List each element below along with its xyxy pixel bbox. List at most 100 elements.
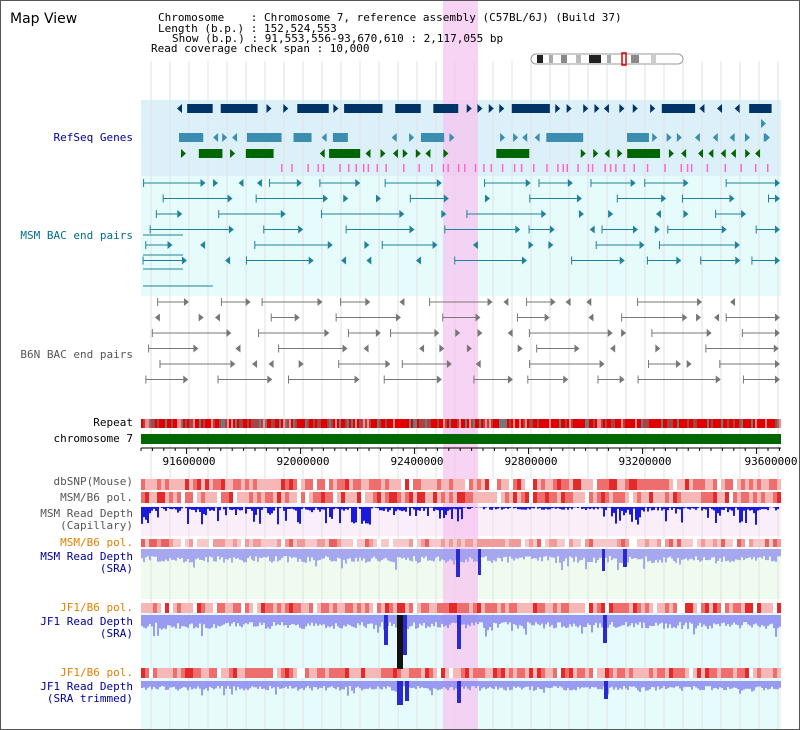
depth-bar [155,549,157,557]
depth-bar [615,681,617,688]
depth-bar [191,507,193,510]
heat-cell [341,668,345,678]
heat-cell [393,603,397,613]
depth-bar [171,681,173,688]
heat-cell [193,668,197,678]
track-label-msm-b6-pol[interactable]: MSM/B6 pol. [60,491,133,504]
heat-cell [525,539,529,547]
depth-bar [547,507,549,510]
track-label-b6n-bac[interactable]: B6N BAC end pairs [20,348,133,361]
depth-bar [721,549,723,562]
heat-cell [433,668,437,678]
repeat-segment [737,419,739,428]
depth-bar [639,615,641,623]
depth-bar [381,549,383,560]
depth-bar [755,681,757,688]
heat-cell [429,479,433,490]
feature-arrow [604,149,610,158]
depth-bar [749,681,751,689]
feature-arrow [683,210,689,218]
depth-bar [537,615,539,625]
heat-cell [757,668,761,678]
track-label-refseq[interactable]: RefSeq Genes [53,131,133,144]
depth-bar [181,507,183,509]
feature-arrow [181,149,186,158]
track-label-repeat[interactable]: Repeat [93,416,133,429]
repeat-segment [769,419,771,428]
depth-bar [309,615,311,626]
repeat-segment [211,419,213,428]
track-label-dbsnp[interactable]: dbSNP(Mouse) [53,475,133,488]
depth-bar [345,507,347,510]
heat-cell [421,603,425,613]
depth-bar [591,681,593,687]
repeat-segment [705,419,707,428]
heat-cell [213,539,217,547]
depth-bar [273,507,275,511]
heat-cell [481,492,485,503]
heat-cell [217,492,221,503]
depth-bar [509,549,511,557]
feature-arrow [235,344,241,353]
depth-bar [687,549,689,561]
track-label-jf1-b6-pol-trimmed[interactable]: JF1/B6 pol. [60,666,133,679]
depth-bar [315,507,317,508]
depth-bar [301,507,303,510]
depth-bar [745,615,747,623]
heat-cell [745,603,749,613]
depth-bar [689,615,691,623]
feature-arrow [729,194,735,203]
feature-arrow [555,104,561,113]
depth-bar [531,615,533,626]
repeat-segment [511,419,513,428]
track-label-jf1-b6-pol[interactable]: JF1/B6 pol. [60,601,133,614]
heat-cell [685,492,689,503]
depth-bar [153,615,155,637]
heat-cell [665,668,669,678]
depth-bar [613,549,615,559]
feature-arrow [632,104,638,113]
depth-bar [657,681,659,687]
heat-cell [641,492,645,503]
heat-cell [237,603,241,613]
heat-cell [365,492,369,503]
heat-cell [265,492,269,503]
heat-cell [173,492,177,503]
heat-cell [625,603,629,613]
heat-cell [681,479,685,490]
heat-cell [201,539,205,547]
track-label-msm-b6-pol-sra[interactable]: MSM/B6 pol. [60,536,133,549]
depth-bar [499,615,501,624]
depth-bar [373,615,375,629]
refseq-tick [615,164,617,172]
heat-cell [581,539,585,547]
depth-bar [417,507,419,511]
depth-bar [305,549,307,563]
track-label-jf1-depth-trimmed[interactable]: JF1 Read Depth (SRA trimmed) [40,680,133,705]
repeat-segment [141,419,143,428]
depth-bar [241,681,243,689]
track-label-chromosome: chromosome 7 [53,432,133,445]
feature-arrow [485,194,491,203]
depth-bar [159,615,161,629]
track-label-msm-depth-sra[interactable]: MSM Read Depth (SRA) [40,550,133,575]
feature-arrow [522,133,528,142]
repeat-segment [187,419,189,428]
track-label-msm-depth-capillary[interactable]: MSM Read Depth (Capillary) [40,507,133,532]
track-label-jf1-depth-sra[interactable]: JF1 Read Depth (SRA) [40,615,133,640]
refseq-tick [490,164,493,172]
depth-bar [525,615,527,635]
depth-bar [701,681,703,690]
repeat-segment [235,419,237,428]
depth-bar [495,507,497,510]
repeat-segment [301,419,303,428]
depth-bar [623,615,625,626]
heat-cell [325,603,329,613]
heat-cell [273,492,277,503]
track-label-msm-bac[interactable]: MSM BAC end pairs [20,229,133,242]
header-coverage-span: Read coverage check span : 10,000 [151,42,370,55]
depth-bar [425,549,427,557]
depth-bar [235,615,237,627]
feature-arrow [735,256,741,265]
